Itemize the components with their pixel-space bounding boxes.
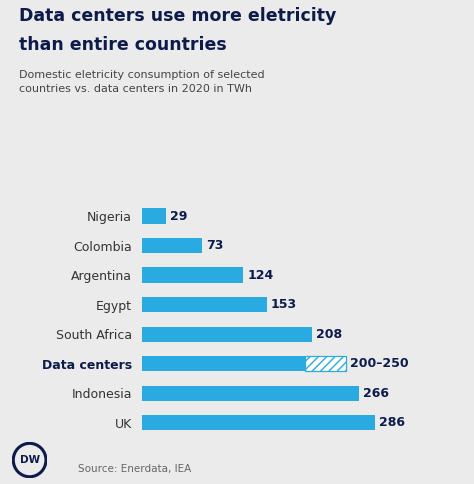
Text: 286: 286 — [379, 416, 405, 429]
Text: 200–250: 200–250 — [350, 357, 409, 370]
Text: 124: 124 — [247, 269, 273, 282]
Bar — [142, 238, 201, 253]
Bar — [142, 327, 312, 342]
Text: Source: Enerdata, IEA: Source: Enerdata, IEA — [78, 464, 191, 473]
Bar — [142, 415, 375, 430]
Text: 73: 73 — [206, 239, 223, 252]
Bar — [142, 297, 267, 312]
Text: Data centers use more eletricity: Data centers use more eletricity — [19, 7, 337, 25]
Bar — [305, 356, 346, 371]
Text: 153: 153 — [271, 298, 297, 311]
Text: 208: 208 — [316, 328, 342, 341]
Text: Domestic eletricity consumption of selected
countries vs. data centers in 2020 i: Domestic eletricity consumption of selec… — [19, 70, 264, 94]
Text: 266: 266 — [363, 387, 389, 400]
Text: 29: 29 — [170, 210, 187, 223]
Bar — [305, 356, 346, 371]
Text: than entire countries: than entire countries — [19, 36, 227, 54]
Bar — [142, 268, 243, 283]
Bar — [142, 386, 359, 401]
Bar — [142, 356, 305, 371]
Bar — [142, 209, 166, 224]
Text: DW: DW — [19, 455, 40, 465]
